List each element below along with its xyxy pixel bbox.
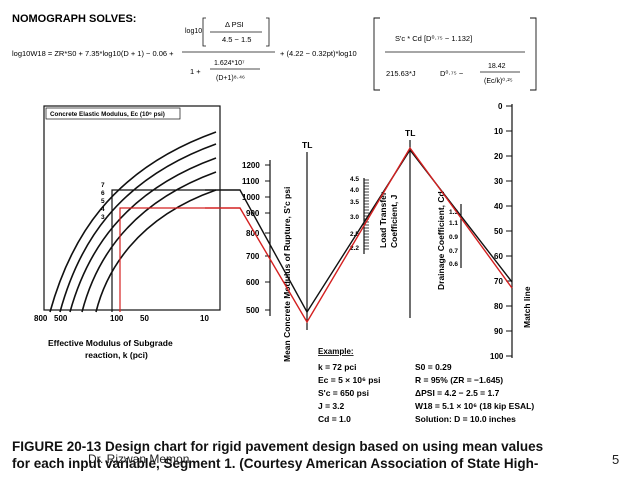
equation-right-den-c-num: 18.42 <box>488 63 506 70</box>
example-left-line: Cd = 1.0 <box>318 414 351 424</box>
sc-tick-label: 1100 <box>242 177 260 186</box>
j-tick-label: 4.5 <box>350 176 359 183</box>
example-right-line: ΔPSI = 4.2 − 2.5 = 1.7 <box>415 388 500 398</box>
k-tick-100: 100 <box>110 314 124 323</box>
sc-tick-label: 1200 <box>242 161 260 170</box>
ec-curve-label: 3 <box>101 214 105 221</box>
k-tick-10: 10 <box>200 314 209 323</box>
example-right-line: S0 = 0.29 <box>415 362 452 372</box>
cd-axis-title: Drainage Coefficient, Cd <box>436 191 446 290</box>
k-tick-500: 500 <box>54 314 68 323</box>
red-solution-line <box>205 146 513 324</box>
j-axis-title: Coefficient, J <box>389 194 399 248</box>
sc-tick-label: 800 <box>246 229 260 238</box>
example-left-line: J = 3.2 <box>318 401 345 411</box>
sc-tick-label: 600 <box>246 278 260 287</box>
j-tick-label: 2.5 <box>350 231 359 238</box>
ec-curve-label: 5 <box>101 198 105 205</box>
example-right-line: W18 = 5.1 × 10⁶ (18 kip ESAL) <box>415 401 534 411</box>
author-watermark: Dr. Rizwan Memon <box>88 452 190 466</box>
example-title: Example: <box>318 347 354 356</box>
cd-tick-label: 0.6 <box>449 261 458 268</box>
cd-tick-label: 0.7 <box>449 248 458 255</box>
ec-curve-3 <box>95 189 217 313</box>
ec-curve-6 <box>59 143 217 313</box>
j-axis-title: Load Transfer <box>378 191 388 248</box>
j-tick-label: 3.5 <box>350 199 359 206</box>
match-tick-label: 90 <box>494 327 503 336</box>
match-ticks <box>506 105 512 357</box>
ec-panel-label: Concrete Elastic Modulus, Ec (10⁶ psi) <box>50 111 165 118</box>
tl-label-left: TL <box>302 140 312 150</box>
ec-curve-4 <box>81 171 217 313</box>
match-tick-label: 10 <box>494 127 503 136</box>
solution-lines <box>205 146 513 324</box>
example-right-line: Solution: D = 10.0 inches <box>415 414 516 424</box>
example-left-line: S'c = 650 psi <box>318 388 369 398</box>
equation-log10: log10 <box>185 28 202 35</box>
ec-curve-label: 4 <box>101 206 105 213</box>
ec-construction-lines <box>111 189 205 312</box>
equation-left: log10W18 = ZR*S0 + 7.35*log10(D + 1) − 0… <box>12 49 174 58</box>
figure-caption: FIGURE 20-13 Design chart for rigid pave… <box>12 438 602 472</box>
example-left-line: k = 72 pci <box>318 362 357 372</box>
ec-curve-label: 6 <box>101 190 105 197</box>
k-tick-800: 800 <box>34 314 48 323</box>
sc-tick-label: 500 <box>246 306 260 315</box>
cd-tick-label: 1.3 <box>449 209 458 216</box>
match-tick-label: 80 <box>494 302 503 311</box>
equation-mid: + (4.22 − 0.32pt)*log10 <box>280 49 357 58</box>
match-tick-label: 30 <box>494 177 503 186</box>
equation-dpsi: Δ PSI <box>225 20 244 29</box>
cd-tick-label: 0.9 <box>449 234 458 241</box>
match-tick-label: 60 <box>494 252 503 261</box>
bracket-dpsi <box>202 17 270 47</box>
match-tick-label: 20 <box>494 152 503 161</box>
bracket-big <box>373 17 537 91</box>
equation-denom-den: (D+1)⁸·⁴⁶ <box>216 75 245 82</box>
k-tick-50: 50 <box>140 314 149 323</box>
k-axis-title: reaction, k (pci) <box>85 350 148 360</box>
red-construction <box>119 207 205 312</box>
cd-tick-label: 1.1 <box>449 220 458 227</box>
page-number: 5 <box>612 452 620 467</box>
ec-curve-label: 7 <box>101 182 105 189</box>
black-construction <box>111 189 205 312</box>
equation-right-den-c-den: (Ec/k)⁰·²⁵ <box>484 77 513 85</box>
match-title: Match line <box>522 286 532 328</box>
match-tick-label: 40 <box>494 202 503 211</box>
equation-dpsi-den: 4.5 − 1.5 <box>222 35 251 44</box>
match-tick-label: 100 <box>490 352 504 361</box>
tl-label-right: TL <box>405 128 415 138</box>
k-axis-title: Effective Modulus of Subgrade <box>48 338 173 348</box>
equation-right-den-b: D⁰·⁷⁵ − <box>440 69 464 78</box>
sc-tick-label: 700 <box>246 252 260 261</box>
j-tick-label: 2.2 <box>350 245 359 252</box>
ec-curve-7 <box>49 131 217 313</box>
equation-right-den-a: 215.63*J <box>386 69 416 78</box>
equation-denom-num: 1.624*10⁷ <box>214 60 245 67</box>
caption-line: FIGURE 20-13 Design chart for rigid pave… <box>12 439 544 454</box>
ec-curves <box>49 131 217 313</box>
example-left-line: Ec = 5 × 10⁶ psi <box>318 375 381 385</box>
sc-tick-label: 1000 <box>242 193 260 202</box>
equation-denom-one: 1 + <box>190 67 201 76</box>
ec-label-box <box>45 107 181 120</box>
match-tick-label: 50 <box>494 227 503 236</box>
match-tick-label: 0 <box>498 102 503 111</box>
caption-line: for each input variable, Segment 1. (Cou… <box>12 456 539 471</box>
example-right-line: R = 95% (ZR = −1.645) <box>415 375 503 385</box>
ec-curve-5 <box>69 157 217 313</box>
j-tick-label: 4.0 <box>350 187 359 194</box>
equation-right-num: S'c * Cd [D⁰·⁷⁵ − 1.132] <box>395 34 472 43</box>
nomograph-title: NOMOGRAPH SOLVES: <box>12 13 136 25</box>
match-tick-label: 70 <box>494 277 503 286</box>
j-tick-label: 3.0 <box>350 214 359 221</box>
